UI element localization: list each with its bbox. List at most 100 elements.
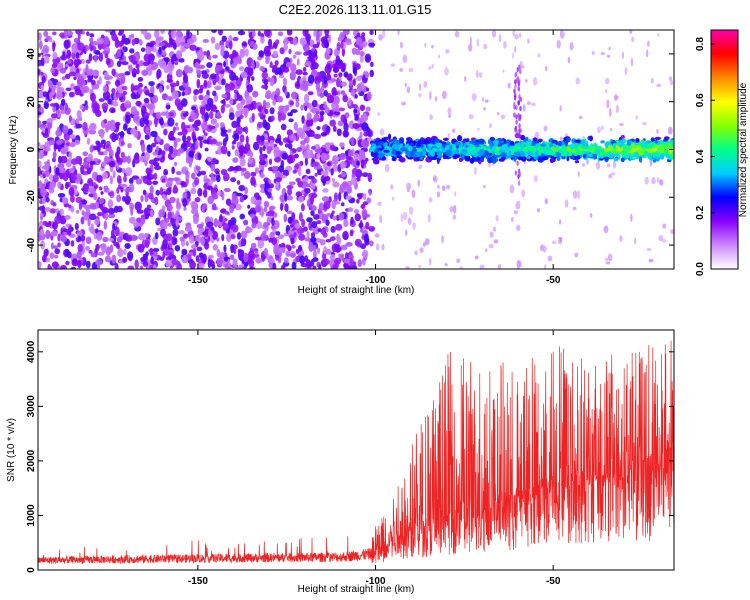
heatmap-cell	[68, 187, 75, 197]
heatmap-cell	[515, 114, 518, 120]
heatmap-cell	[55, 129, 63, 137]
heatmap-cell	[95, 259, 103, 266]
heatmap-cell	[378, 33, 383, 41]
heatmap-cell	[196, 223, 204, 229]
heatmap-cell	[379, 215, 383, 224]
heatmap-cell	[657, 147, 661, 153]
heatmap-cell	[70, 83, 76, 91]
heatmap-cell	[311, 244, 317, 252]
heatmap-cell	[80, 234, 86, 242]
heatmap-cell	[211, 203, 217, 211]
heatmap-cell	[333, 192, 339, 202]
heatmap-cell	[436, 150, 443, 157]
heatmap-cell	[351, 47, 357, 55]
heatmap-cell	[369, 69, 375, 78]
heatmap-cell	[418, 264, 422, 269]
heatmap-cell	[575, 77, 581, 85]
heatmap-cell	[137, 82, 144, 88]
heatmap-cell	[250, 176, 256, 186]
heatmap-cell	[569, 145, 574, 149]
y-tick-label: 0	[26, 146, 37, 152]
heatmap-cell	[641, 122, 647, 126]
heatmap-cell	[240, 230, 248, 239]
heatmap-cell	[210, 36, 216, 44]
heatmap-cell	[519, 69, 522, 75]
heatmap-cell	[116, 152, 120, 163]
heatmap-cell	[181, 98, 188, 107]
heatmap-cell	[501, 144, 508, 151]
heatmap-cell	[293, 121, 298, 131]
heatmap-cell	[662, 144, 667, 149]
heatmap-cell	[514, 72, 517, 78]
heatmap-cell	[559, 136, 564, 142]
heatmap-cell	[102, 90, 111, 101]
heatmap-cell	[282, 77, 287, 87]
heatmap-cell	[146, 204, 152, 209]
heatmap-cell	[52, 105, 57, 113]
heatmap-cell	[116, 175, 122, 184]
heatmap-cell	[264, 56, 271, 61]
heatmap-cell	[135, 63, 140, 69]
y-tick-label: 2000	[26, 449, 37, 472]
heatmap-cell	[311, 178, 317, 184]
heatmap-cell	[117, 88, 123, 94]
heatmap-cell	[171, 90, 179, 100]
heatmap-cell	[227, 167, 234, 172]
heatmap-cell	[323, 75, 328, 85]
heatmap-cell	[38, 142, 41, 147]
heatmap-cell	[236, 94, 243, 101]
heatmap-cell	[331, 177, 335, 183]
heatmap-cell	[221, 78, 226, 86]
heatmap-cell	[83, 184, 89, 193]
heatmap-cell	[577, 190, 581, 200]
heatmap-cell	[100, 198, 105, 204]
heatmap-cell	[40, 57, 45, 67]
heatmap-cell	[116, 236, 123, 243]
heatmap-cell	[601, 125, 604, 131]
heatmap-cell	[315, 82, 321, 92]
heatmap-cell	[324, 64, 332, 74]
heatmap-cell	[438, 54, 441, 59]
heatmap-cell	[114, 226, 120, 237]
heatmap-cell	[38, 111, 42, 116]
heatmap-cell	[502, 69, 505, 73]
heatmap-cell	[547, 255, 553, 262]
heatmap-cell	[248, 266, 256, 269]
heatmap-cell	[635, 137, 640, 143]
heatmap-cell	[275, 231, 281, 236]
heatmap-cell	[143, 97, 150, 104]
heatmap-cell	[326, 161, 332, 166]
heatmap-cell	[263, 221, 268, 229]
heatmap-cell	[419, 155, 424, 161]
heatmap-cell	[189, 44, 197, 51]
heatmap-cell	[564, 139, 569, 147]
heatmap-cell	[478, 138, 485, 145]
heatmap-cell	[418, 164, 423, 170]
heatmap-cell	[227, 258, 231, 267]
heatmap-cell	[86, 68, 94, 76]
heatmap-cell	[574, 252, 579, 258]
heatmap-cell	[207, 195, 214, 205]
heatmap-cell	[619, 122, 624, 127]
heatmap-cell	[277, 31, 284, 37]
heatmap-cell	[183, 64, 191, 73]
heatmap-cell	[266, 146, 272, 155]
heatmap-cell	[363, 131, 369, 137]
heatmap-cell	[91, 41, 99, 46]
heatmap-cell	[38, 180, 42, 188]
x-tick-label: -50	[546, 576, 561, 587]
heatmap-cell	[460, 142, 464, 147]
heatmap-cell	[362, 192, 367, 201]
heatmap-cell	[545, 66, 548, 72]
heatmap-cell	[305, 168, 311, 175]
heatmap-cell	[239, 147, 244, 157]
heatmap-cell	[98, 151, 105, 156]
heatmap-cell	[304, 105, 308, 112]
heatmap-cell	[287, 112, 292, 117]
heatmap-cell	[66, 228, 72, 236]
heatmap-cell	[368, 42, 376, 47]
heatmap-cell	[513, 95, 517, 101]
heatmap-cell	[60, 235, 67, 243]
heatmap-cell	[376, 112, 381, 116]
x-tick-label: -50	[546, 275, 561, 286]
